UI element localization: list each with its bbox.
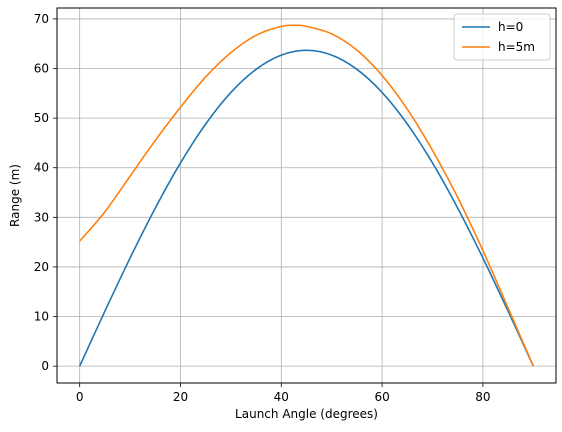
y-tick-label: 70 xyxy=(34,12,49,26)
x-tick-label: 20 xyxy=(173,390,188,404)
y-tick-label: 30 xyxy=(34,210,49,224)
y-tick-label: 10 xyxy=(34,310,49,324)
x-tick-label: 0 xyxy=(76,390,84,404)
x-tick-label: 60 xyxy=(374,390,389,404)
y-tick-label: 0 xyxy=(41,359,49,373)
y-tick-label: 40 xyxy=(34,161,49,175)
series-line-h5m xyxy=(79,24,535,367)
axis-ticks: 0 20 40 60 80 0 10 20 30 40 50 60 70 xyxy=(34,12,491,404)
legend: h=0 h=5m xyxy=(453,13,551,61)
y-tick-label: 20 xyxy=(34,260,49,274)
x-axis-label: Launch Angle (degrees) xyxy=(235,407,378,421)
grid xyxy=(57,8,556,383)
y-tick-label: 60 xyxy=(34,62,49,76)
legend-label: h=5m xyxy=(498,40,535,54)
series-lines xyxy=(78,24,535,367)
series-line-h0 xyxy=(78,49,535,367)
y-axis-label: Range (m) xyxy=(8,164,22,227)
legend-box xyxy=(453,13,551,61)
y-tick-label: 50 xyxy=(34,111,49,125)
x-tick-label: 80 xyxy=(475,390,490,404)
plot-frame xyxy=(56,7,557,384)
legend-label: h=0 xyxy=(498,20,523,34)
x-tick-label: 40 xyxy=(274,390,289,404)
